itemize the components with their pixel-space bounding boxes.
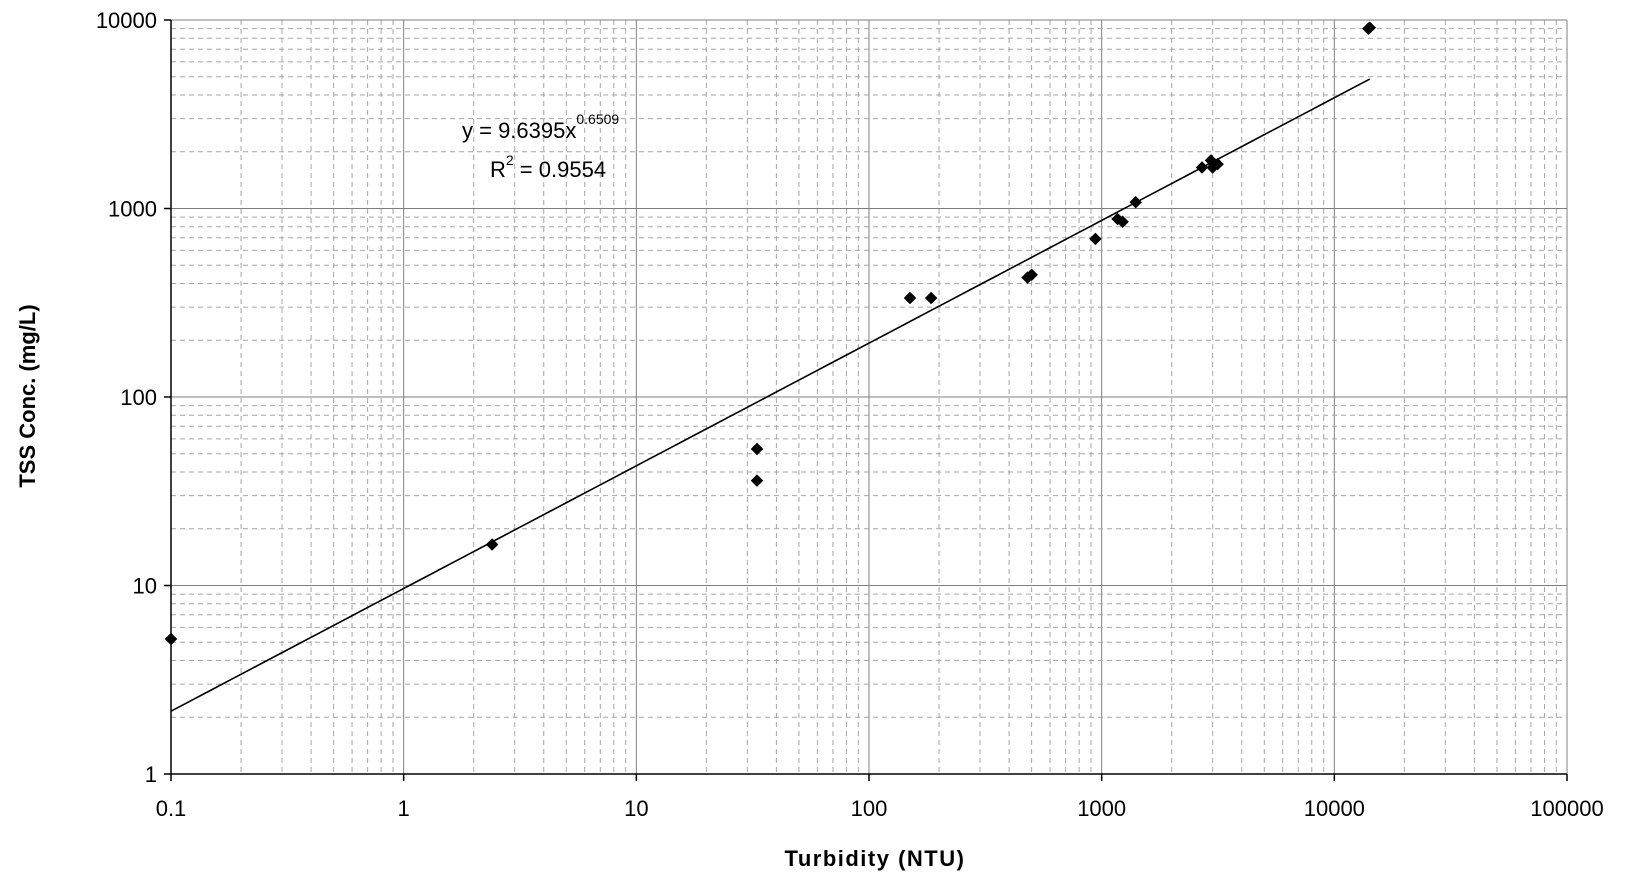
r2-superscript: 2 bbox=[506, 152, 514, 168]
y-tick-label: 10 bbox=[133, 574, 157, 599]
x-tick-label: 10 bbox=[624, 796, 648, 821]
data-point bbox=[750, 442, 764, 456]
y-tick-label: 1000 bbox=[108, 197, 157, 222]
data-point bbox=[1129, 195, 1143, 209]
r2-value: = 0.9554 bbox=[514, 157, 606, 182]
tick-labels: 0.1 1 10 100 1000 10000 100000 1 10 100 1000 10000 bbox=[96, 8, 1604, 821]
x-tick-label: 1000 bbox=[1077, 796, 1126, 821]
trendline-group bbox=[170, 78, 1371, 712]
power-trendline bbox=[170, 78, 1371, 712]
data-point bbox=[750, 474, 764, 487]
data-point bbox=[1089, 232, 1102, 246]
data-points bbox=[164, 21, 1377, 646]
axes bbox=[164, 19, 1568, 781]
x-axis-title: Turbidity (NTU) bbox=[785, 846, 966, 871]
data-point bbox=[1025, 268, 1038, 282]
x-tick-label: 1 bbox=[398, 796, 410, 821]
r2-prefix: R bbox=[490, 157, 506, 182]
y-tick-label: 100 bbox=[120, 385, 157, 410]
trendline-equation: y = 9.6395x0.6509 bbox=[462, 111, 619, 143]
data-point bbox=[924, 291, 938, 305]
data-point bbox=[903, 291, 917, 305]
y-tick-label: 10000 bbox=[96, 8, 157, 33]
grid-lines bbox=[171, 19, 1568, 774]
equation-main: y = 9.6395x bbox=[462, 118, 576, 143]
data-point bbox=[485, 538, 499, 551]
x-tick-label: 100000 bbox=[1530, 796, 1603, 821]
equation-exponent: 0.6509 bbox=[576, 111, 619, 127]
r-squared-label: R2 = 0.9554 bbox=[490, 152, 606, 182]
x-tick-label: 0.1 bbox=[156, 796, 187, 821]
data-point bbox=[1363, 21, 1377, 35]
data-point bbox=[164, 632, 178, 646]
y-axis-title: TSS Conc. (mg/L) bbox=[15, 304, 40, 487]
y-tick-label: 1 bbox=[145, 762, 157, 787]
x-tick-label: 10000 bbox=[1304, 796, 1365, 821]
data-point bbox=[1211, 157, 1224, 171]
x-tick-label: 100 bbox=[851, 796, 888, 821]
data-point bbox=[1116, 215, 1129, 229]
data-point bbox=[1195, 161, 1209, 174]
